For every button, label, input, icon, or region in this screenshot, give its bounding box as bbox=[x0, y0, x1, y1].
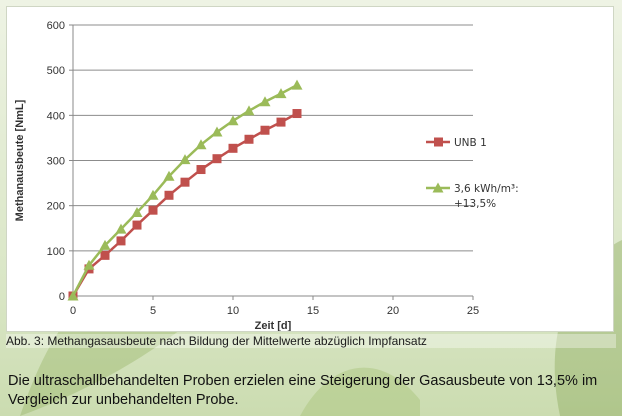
data-point-triangle bbox=[275, 88, 287, 99]
data-point-square bbox=[244, 134, 254, 144]
chart-area: 0 100 200 300 400 500 600 0 5 10 15 20 25 Zeit [d] Met… bbox=[6, 6, 614, 332]
data-point-triangle bbox=[147, 189, 159, 200]
data-point-square bbox=[132, 220, 142, 230]
data-point-triangle bbox=[115, 223, 127, 234]
x-tick-label: 15 bbox=[307, 305, 319, 317]
body-paragraph: Die ultraschallbehandelten Proben erziel… bbox=[8, 373, 598, 408]
data-point-square bbox=[212, 154, 222, 164]
series-line-1 bbox=[71, 112, 298, 297]
legend-label-2: +13,5% bbox=[454, 198, 496, 210]
data-point-square bbox=[116, 236, 126, 246]
legend-label-1: UNB 1 bbox=[454, 137, 487, 149]
data-point-triangle bbox=[83, 259, 95, 270]
data-point-square bbox=[180, 177, 190, 187]
data-point-triangle bbox=[211, 126, 223, 137]
y-tick-label: 0 bbox=[59, 291, 65, 303]
line-chart: 0 100 200 300 400 500 600 0 5 10 15 20 25 Zeit [d] Met… bbox=[14, 20, 519, 331]
data-point-square bbox=[100, 250, 110, 260]
x-tick-label: 20 bbox=[387, 305, 399, 317]
data-point-square bbox=[196, 165, 206, 175]
data-point-triangle bbox=[243, 105, 255, 116]
data-point-triangle bbox=[179, 154, 191, 165]
x-tick-label: 0 bbox=[70, 305, 76, 317]
data-point-square bbox=[148, 205, 158, 215]
legend-label-2: 3,6 kWh/m³: bbox=[454, 183, 519, 195]
legend-marker-triangle bbox=[432, 182, 444, 193]
x-axis-title: Zeit [d] bbox=[255, 320, 292, 331]
y-tick-label: 500 bbox=[47, 65, 65, 77]
y-tick-label: 100 bbox=[47, 246, 65, 258]
y-tick-label: 200 bbox=[47, 201, 65, 213]
data-point-triangle bbox=[291, 79, 303, 90]
data-point-triangle bbox=[227, 115, 239, 126]
data-point-triangle bbox=[259, 96, 271, 107]
data-point-square bbox=[292, 109, 302, 119]
series-line-2 bbox=[71, 83, 298, 297]
data-point-triangle bbox=[99, 239, 111, 250]
y-tick-label: 600 bbox=[47, 20, 65, 32]
x-tick-label: 10 bbox=[227, 305, 239, 317]
data-point-square bbox=[260, 125, 270, 135]
data-point-triangle bbox=[195, 139, 207, 150]
x-tick-label: 5 bbox=[150, 305, 156, 317]
data-point-triangle bbox=[163, 170, 175, 181]
y-axis-title: Methanausbeute [NmL] bbox=[14, 99, 26, 221]
y-tick-label: 400 bbox=[47, 110, 65, 122]
data-point-triangle bbox=[131, 206, 143, 217]
y-tick-label: 300 bbox=[47, 156, 65, 168]
data-point-square bbox=[228, 143, 238, 153]
x-tick-label: 25 bbox=[467, 305, 479, 317]
data-point-triangle bbox=[67, 290, 79, 301]
data-point-square bbox=[276, 117, 286, 127]
legend-marker-square bbox=[434, 137, 443, 147]
data-point-square bbox=[164, 190, 174, 200]
figure-caption: Abb. 3: Methangasausbeute nach Bildung d… bbox=[6, 334, 616, 348]
